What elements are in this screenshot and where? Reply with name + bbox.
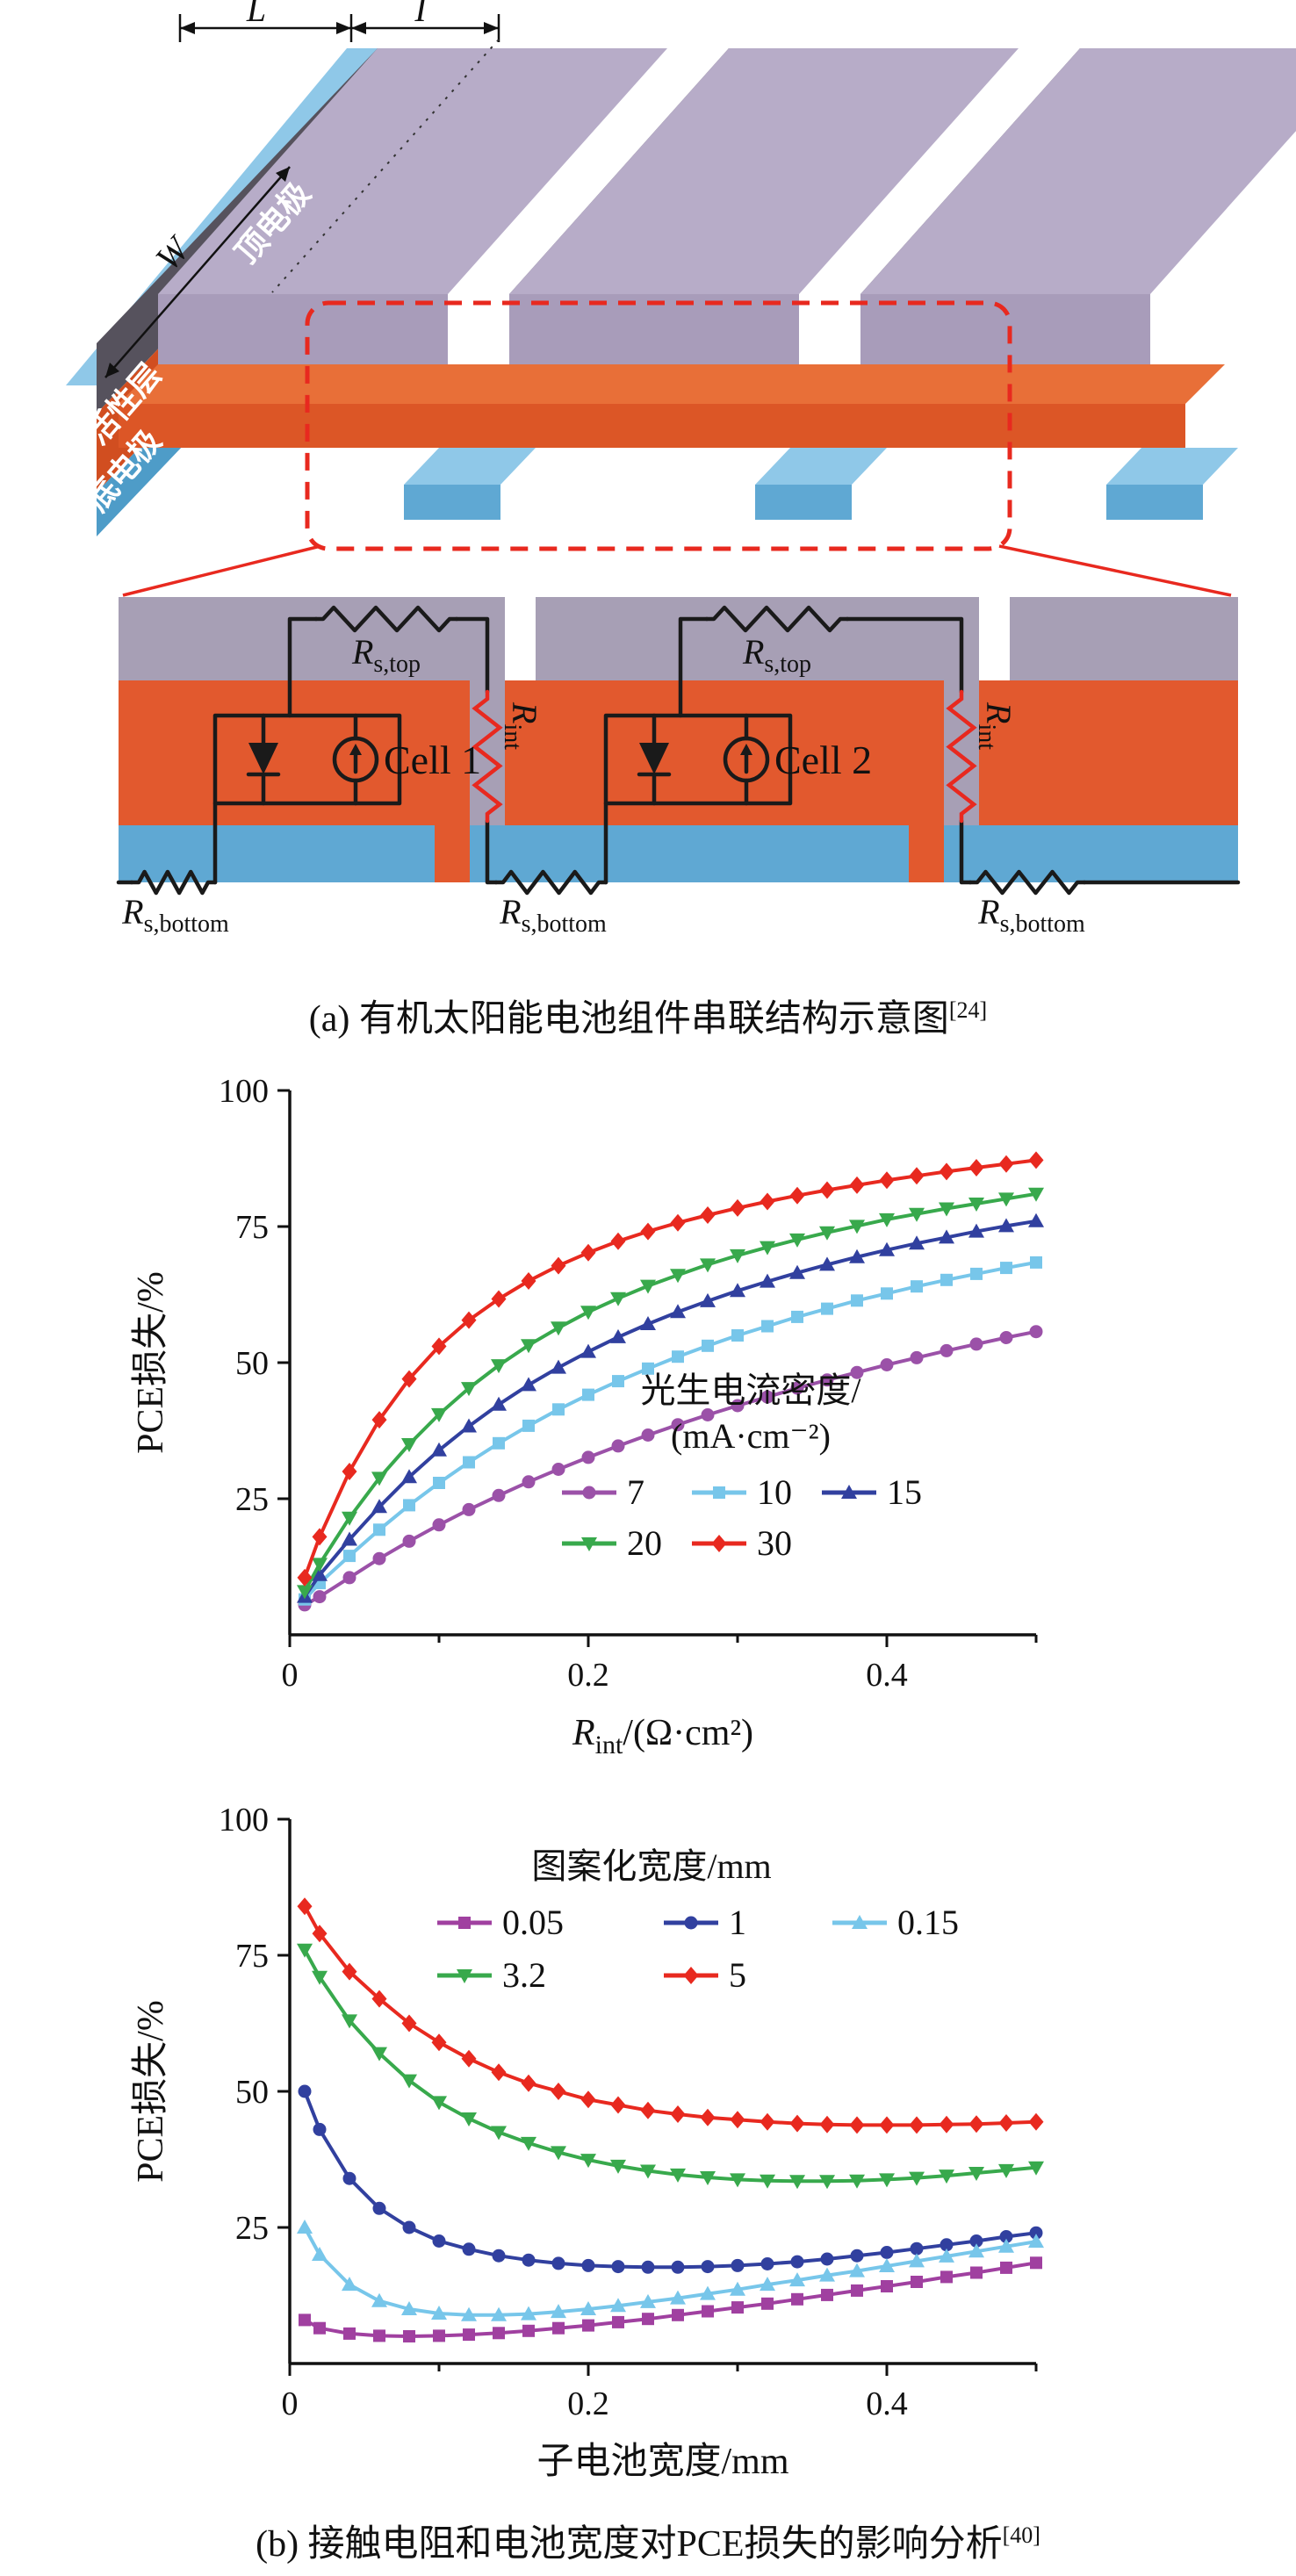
- bottom-electrode-seg-1: [119, 825, 435, 882]
- y-axis-label: PCE损失/%: [131, 2000, 171, 2183]
- rs-top-label-1: Rs,top: [351, 632, 421, 678]
- y-tick-label: 50: [235, 2074, 269, 2111]
- module-3d: L I W 顶电极 活性层 底电极: [66, 0, 1296, 536]
- bottom-electrode-tabs: [404, 448, 1238, 520]
- diode-2: [637, 713, 672, 806]
- series-line-0.15: [303, 2227, 1037, 2317]
- module-3d-and-circuit-diagram: L I W 顶电极 活性层 底电极: [66, 0, 1296, 938]
- legend-entry-label: 3.2: [502, 1955, 546, 1995]
- dim-L-label: L: [246, 0, 266, 29]
- y-axis-label: PCE损失/%: [131, 1271, 171, 1454]
- legend-entry-label: 1: [729, 1903, 746, 1942]
- legend-entry-label: 7: [627, 1472, 644, 1512]
- cell-1-label: Cell 1: [384, 738, 481, 782]
- rs-bottom-label-3: Rs,bottom: [977, 892, 1085, 938]
- rs-bottom-label-2: Rs,bottom: [499, 892, 607, 938]
- legend-title: 光生电流密度/: [640, 1371, 861, 1410]
- top-electrode-block-1: [119, 597, 505, 680]
- resistor-rs-bottom-1: [129, 869, 218, 896]
- dim-I-label: I: [414, 0, 428, 29]
- rs-top-label-2: Rs,top: [742, 632, 811, 678]
- rs-bottom-label-1: Rs,bottom: [121, 892, 229, 938]
- legend-entry-label: 5: [729, 1955, 746, 1995]
- x-tick-label: 0: [282, 1657, 299, 1694]
- caption-a: (a) 有机太阳能电池组件串联结构示意图[24]: [0, 989, 1296, 1042]
- legend-entry-label: 10: [757, 1472, 792, 1512]
- resistor-rs-top-1: [313, 605, 459, 633]
- caption-b-ref: [40]: [1002, 2522, 1040, 2548]
- legend-entry-label: 20: [627, 1523, 662, 1563]
- active-layer-top-sliver: [119, 364, 1225, 404]
- caption-a-text: (a) 有机太阳能电池组件串联结构示意图: [308, 999, 949, 1040]
- y-tick-label: 25: [235, 2210, 269, 2247]
- cell-2-label: Cell 2: [774, 738, 872, 782]
- x-tick-label: 0.2: [567, 1657, 609, 1694]
- active-gap-column-1: [435, 825, 470, 882]
- active-layer-front-face: [119, 404, 1185, 448]
- current-source-2: [723, 713, 770, 806]
- series-line-30: [303, 1158, 1037, 1579]
- x-tick-label: 0: [282, 2385, 299, 2422]
- active-gap-column-2: [909, 825, 944, 882]
- resistor-r-int-1: [472, 689, 503, 824]
- y-tick-label: 100: [219, 1073, 269, 1110]
- zoom-region: [122, 300, 1232, 597]
- y-tick-label: 25: [235, 1481, 269, 1518]
- r-int-label-1: Rint: [499, 702, 544, 750]
- r-int-label-2: Rint: [973, 702, 1019, 750]
- chart-pce-loss-vs-subcell-width: 25 50 75 100 0 0.2 0.4 图案化宽度/mm 0.05 1 0.15 3.2 5 PCE…: [131, 1802, 1044, 2482]
- resistor-rs-bottom-3: [968, 869, 1087, 896]
- current-source-1: [332, 713, 379, 806]
- resistor-r-int-2: [946, 689, 977, 824]
- interconnect-highlight-rect: [305, 300, 1012, 551]
- legend-entry-label: 0.15: [897, 1903, 959, 1942]
- legend-entry-label: 15: [887, 1472, 922, 1512]
- x-tick-label: 0.4: [866, 1657, 908, 1694]
- x-axis-label: 子电池宽度/mm: [536, 2441, 788, 2482]
- top-electrode-block-3: [1010, 597, 1238, 680]
- series-line-1: [303, 2090, 1037, 2270]
- caption-b-text: (b) 接触电阻和电池宽度对PCE损失的影响分析: [256, 2524, 1003, 2565]
- y-tick-label: 75: [235, 1209, 269, 1246]
- y-tick-label: 50: [235, 1345, 269, 1382]
- x-tick-label: 0.2: [567, 2385, 609, 2422]
- legend-entry-label: 0.05: [502, 1903, 564, 1942]
- legend-title: 图案化宽度/mm: [531, 1846, 771, 1886]
- chart-pce-loss-vs-rint: 25 50 75 100 0 0.2 0.4 光生电流密度/ (mA·cm⁻²) 7 10 15 20 3…: [131, 1073, 1044, 1759]
- top-electrode-block-2: [536, 597, 979, 680]
- equivalent-circuit: Rs,top Rs,top Rint Rint Rs,bottom Rs,bot…: [116, 597, 1241, 938]
- y-tick-label: 100: [219, 1802, 269, 1838]
- top-electrode-slabs: [158, 48, 1296, 364]
- caption-a-ref: [24]: [948, 997, 988, 1023]
- resistor-rs-bottom-2: [493, 869, 608, 896]
- bottom-electrode-seg-3: [944, 825, 1238, 882]
- circuit-active-layer: [119, 680, 1238, 825]
- series-line-3.2: [303, 1948, 1037, 2184]
- x-tick-label: 0.4: [866, 2385, 908, 2422]
- diode-1: [246, 713, 281, 806]
- bottom-electrode-seg-2: [470, 825, 909, 882]
- caption-b: (b) 接触电阻和电池宽度对PCE损失的影响分析[40]: [0, 2514, 1296, 2567]
- x-axis-label: Rint/(Ω·cm²): [572, 1713, 753, 1759]
- y-tick-label: 75: [235, 1938, 269, 1975]
- legend-title: (mA·cm⁻²): [671, 1416, 831, 1456]
- legend-entry-label: 30: [757, 1523, 792, 1563]
- resistor-rs-top-2: [704, 605, 850, 633]
